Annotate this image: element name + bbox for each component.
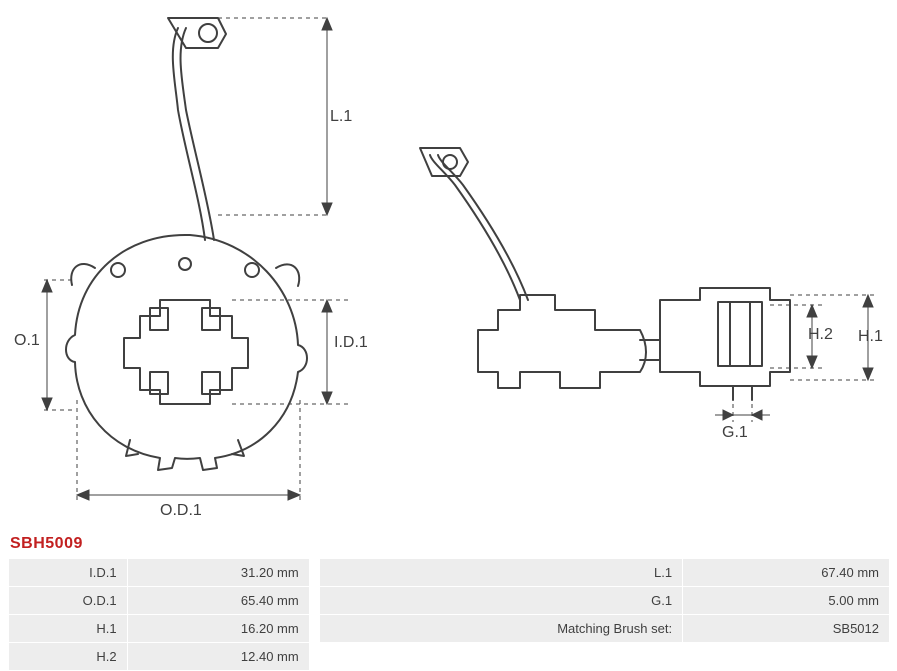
label-od1: O.D.1 [160,502,202,520]
diagram-area: L.1 I.D.1 O.1 O.D.1 H.1 H.2 G.1 [0,0,897,525]
spec-label: I.D.1 [9,559,128,587]
spec-table: I.D.1 31.20 mm L.1 67.40 mm O.D.1 65.40 … [8,558,890,671]
spec-row: H.2 12.40 mm [9,643,890,671]
spec-label: L.1 [319,559,683,587]
front-view-drawing [0,0,897,525]
spec-value: 12.40 mm [127,643,309,671]
label-h2: H.2 [808,326,833,344]
spec-value: 16.20 mm [127,615,309,643]
spec-label: O.D.1 [9,587,128,615]
spec-label: G.1 [319,587,683,615]
spec-row: I.D.1 31.20 mm L.1 67.40 mm [9,559,890,587]
spec-row: O.D.1 65.40 mm G.1 5.00 mm [9,587,890,615]
label-o1: O.1 [14,332,40,350]
spec-value: 31.20 mm [127,559,309,587]
spec-value: 65.40 mm [127,587,309,615]
spec-value: 5.00 mm [683,587,890,615]
spec-label: H.2 [9,643,128,671]
spec-label: H.1 [9,615,128,643]
spec-value: SB5012 [683,615,890,643]
spec-label: Matching Brush set: [319,615,683,643]
label-g1: G.1 [722,424,748,442]
spec-value: 67.40 mm [683,559,890,587]
part-number: SBH5009 [10,535,83,553]
label-id1: I.D.1 [334,334,368,352]
label-h1: H.1 [858,328,883,346]
label-l1: L.1 [330,108,352,126]
spec-row: H.1 16.20 mm Matching Brush set: SB5012 [9,615,890,643]
